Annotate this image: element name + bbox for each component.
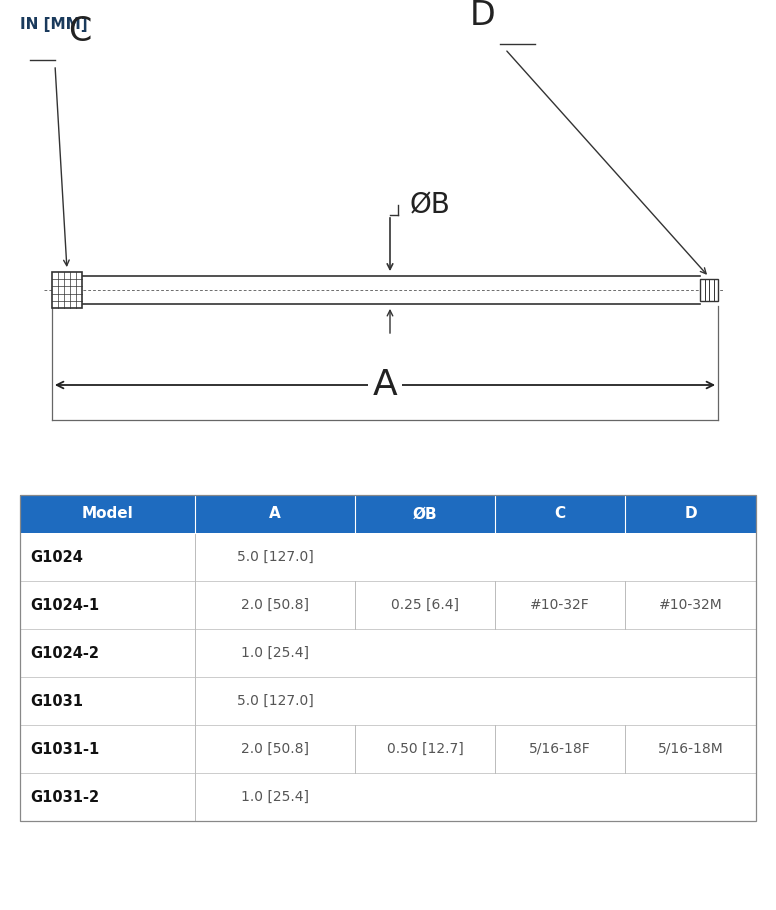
Text: IN [MM]: IN [MM] xyxy=(20,17,88,32)
Text: G1031-2: G1031-2 xyxy=(30,790,99,804)
Bar xyxy=(700,279,718,301)
Bar xyxy=(20,495,756,821)
Text: 2.0 [50.8]: 2.0 [50.8] xyxy=(241,598,309,612)
Text: ØB: ØB xyxy=(413,507,438,521)
Text: 1.0 [25.4]: 1.0 [25.4] xyxy=(241,646,309,660)
Text: G1031-1: G1031-1 xyxy=(30,742,99,756)
Text: #10-32F: #10-32F xyxy=(530,598,590,612)
Text: 5/16-18F: 5/16-18F xyxy=(529,742,591,756)
Text: 2.0 [50.8]: 2.0 [50.8] xyxy=(241,742,309,756)
Text: G1024: G1024 xyxy=(30,550,83,564)
Text: 5/16-18M: 5/16-18M xyxy=(657,742,723,756)
Text: 5.0 [127.0]: 5.0 [127.0] xyxy=(237,550,314,564)
Text: 0.50 [12.7]: 0.50 [12.7] xyxy=(386,742,463,756)
Text: #10-32M: #10-32M xyxy=(659,598,722,612)
Text: C: C xyxy=(68,15,92,48)
Bar xyxy=(20,495,756,533)
Text: D: D xyxy=(470,0,496,32)
Bar xyxy=(52,272,82,308)
Text: G1024-1: G1024-1 xyxy=(30,598,99,612)
Text: 1.0 [25.4]: 1.0 [25.4] xyxy=(241,790,309,804)
Text: G1024-2: G1024-2 xyxy=(30,645,99,661)
Text: ØB: ØB xyxy=(410,191,451,219)
Text: A: A xyxy=(372,368,397,402)
Text: C: C xyxy=(554,507,566,521)
Text: Model: Model xyxy=(81,507,133,521)
Text: G1031: G1031 xyxy=(30,693,83,709)
Text: 0.25 [6.4]: 0.25 [6.4] xyxy=(391,598,459,612)
Text: 5.0 [127.0]: 5.0 [127.0] xyxy=(237,694,314,708)
Text: A: A xyxy=(269,507,281,521)
Text: D: D xyxy=(684,507,697,521)
